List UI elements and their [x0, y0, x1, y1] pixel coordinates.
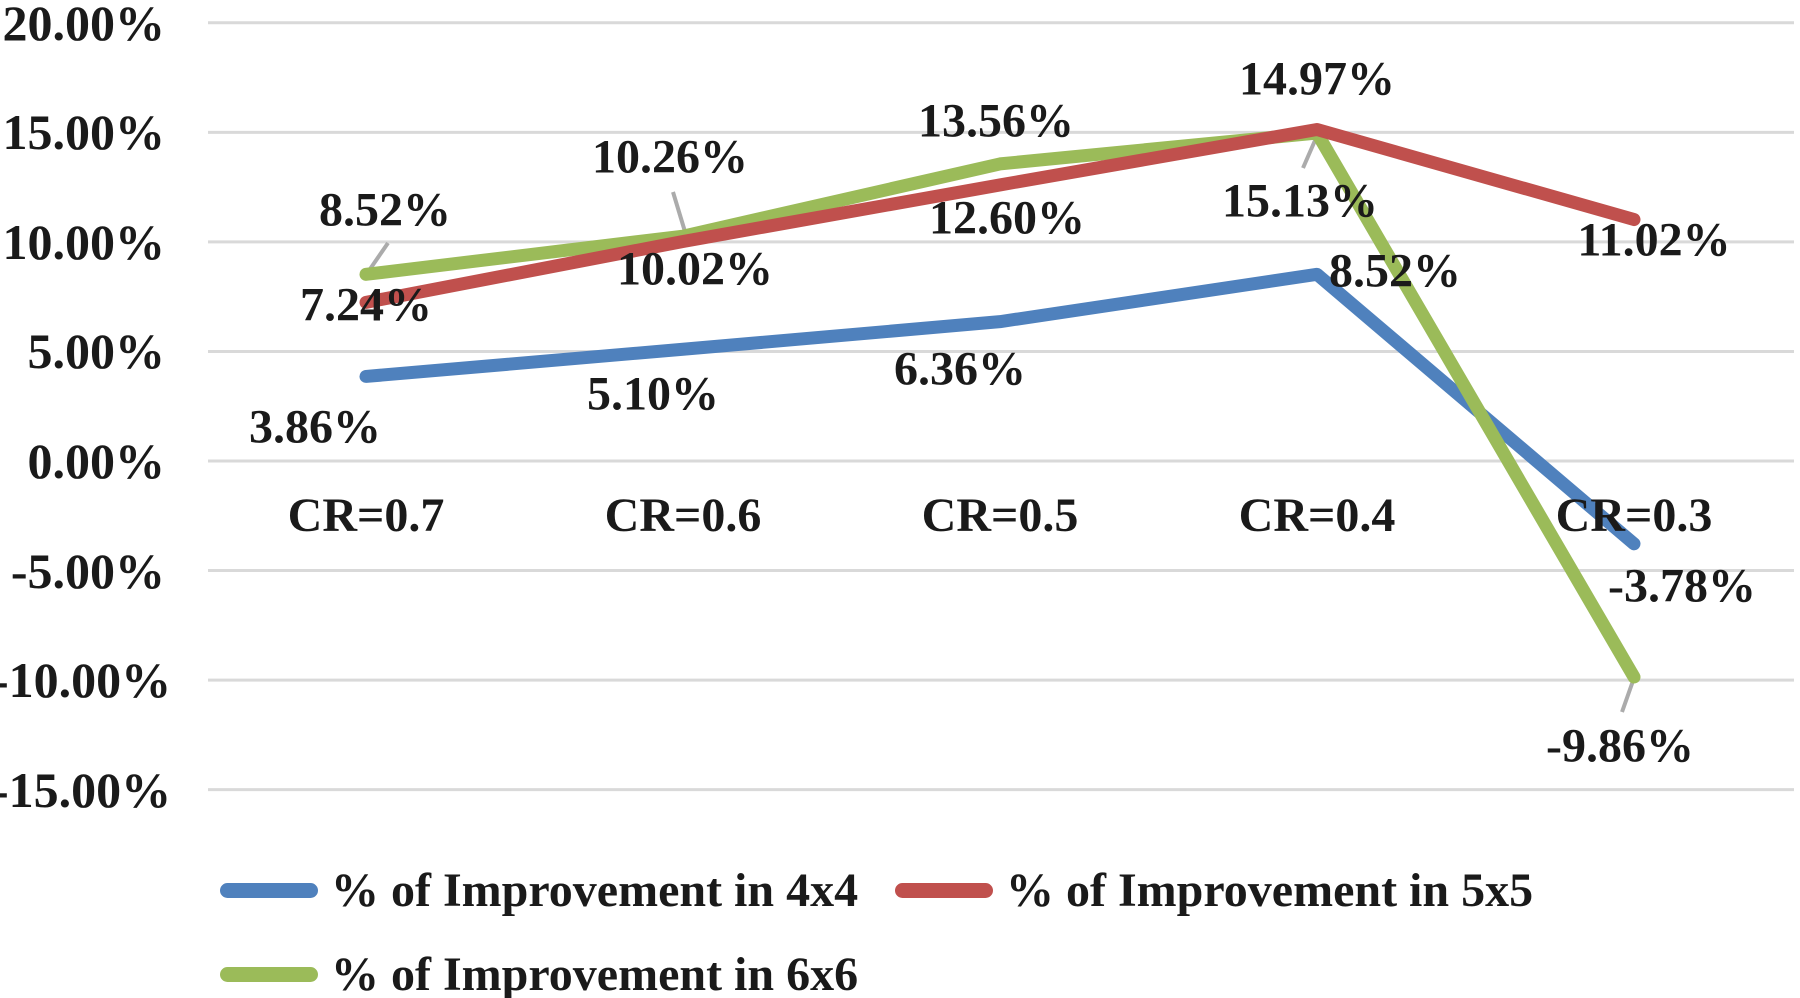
legend-label-4x4: % of Improvement in 4x4: [331, 863, 859, 917]
y-tick-label: 0.00%: [27, 433, 166, 489]
y-tick-label: 15.00%: [2, 104, 166, 161]
legend-item-6x6: % of Improvement in 6x6: [220, 944, 858, 998]
data-label: 8.52%: [1329, 244, 1461, 298]
data-label: 14.97%: [1239, 52, 1395, 106]
gridlines: [208, 21, 1794, 792]
y-tick-label: 5.00%: [27, 323, 166, 380]
data-label: 12.60%: [929, 191, 1085, 245]
x-category-label: CR=0.3: [1555, 489, 1713, 542]
y-tick-label: -10.00%: [0, 652, 172, 709]
y-tick-label: -15.00%: [0, 761, 172, 818]
data-label: 13.56%: [918, 94, 1074, 148]
legend-item-5x5: % of Improvement in 5x5: [895, 860, 1533, 920]
x-category-label: CR=0.4: [1238, 489, 1396, 542]
data-label: 5.10%: [587, 367, 719, 421]
series-line-5x5: [359, 123, 1641, 309]
leader-line: [1620, 677, 1636, 713]
data-label: 8.52%: [319, 183, 451, 237]
y-tick-label: 10.00%: [2, 213, 166, 270]
data-label: 11.02%: [1577, 213, 1731, 267]
data-label: 6.36%: [894, 342, 1026, 396]
legend-label-6x6: % of Improvement in 6x6: [331, 947, 859, 998]
data-label: 15.13%: [1222, 174, 1378, 228]
leader-line: [671, 191, 688, 236]
series-line-6x6: [359, 126, 1641, 684]
series-lines: [359, 123, 1641, 684]
legend-swatch-4x4-line-icon: [220, 882, 318, 898]
legend-swatch-5x5-line-icon: [895, 882, 993, 898]
y-tick-label: -5.00%: [10, 542, 165, 599]
data-label: -9.86%: [1546, 719, 1694, 773]
data-label: 7.24%: [300, 278, 432, 332]
y-tick-label: 20.00%: [2, 0, 166, 51]
data-label: 10.02%: [617, 243, 773, 297]
x-category-label: CR=0.6: [604, 489, 762, 542]
x-category-label: CR=0.7: [287, 489, 445, 542]
data-label: 10.26%: [592, 130, 748, 184]
data-label: -3.78%: [1608, 559, 1756, 613]
legend-label-5x5: % of Improvement in 5x5: [1006, 863, 1534, 917]
x-category-label: CR=0.5: [921, 489, 1079, 542]
series-line-4x4: [359, 267, 1641, 551]
legend-swatch-6x6-line-icon: [220, 966, 318, 982]
data-label: 3.86%: [249, 401, 381, 455]
legend-item-4x4: % of Improvement in 4x4: [220, 860, 858, 920]
